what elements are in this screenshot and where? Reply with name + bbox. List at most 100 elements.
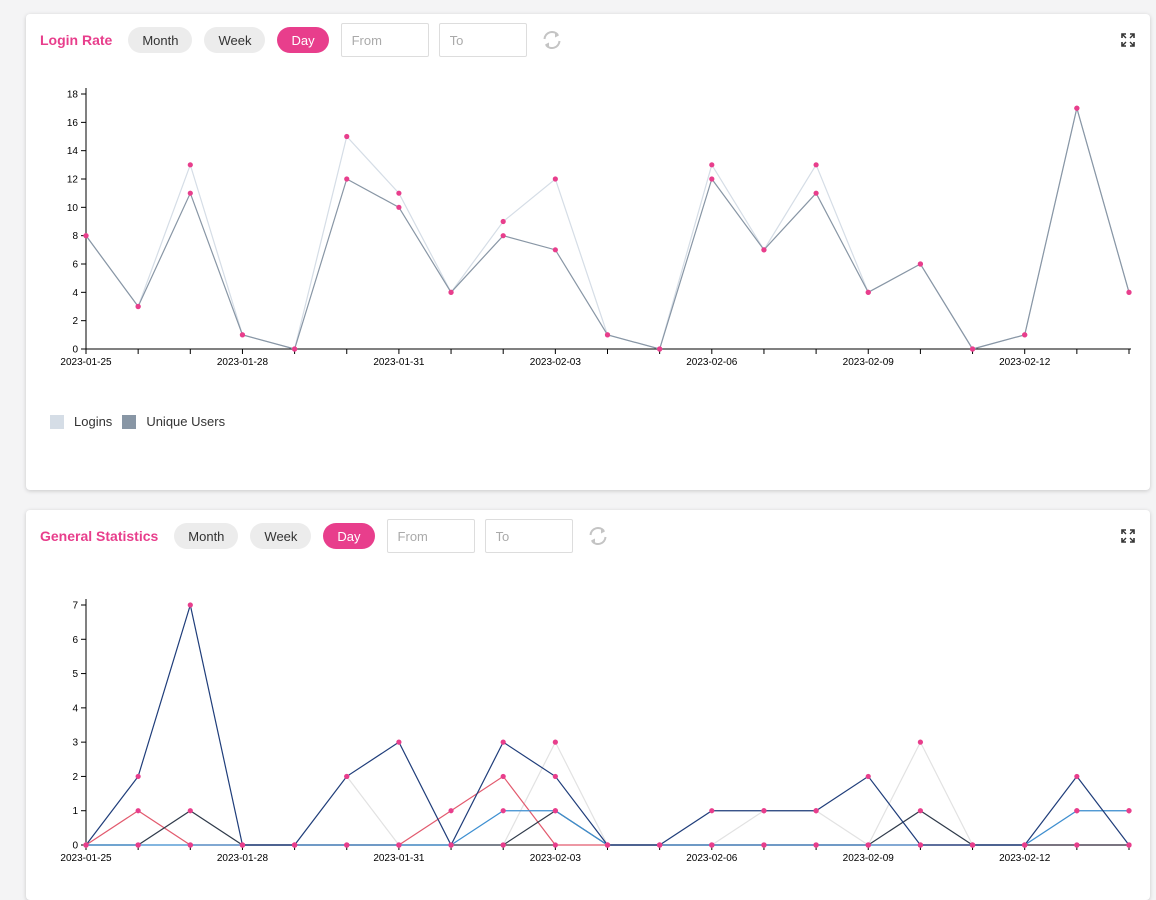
data-point[interactable] <box>83 233 89 239</box>
data-point[interactable] <box>813 190 819 196</box>
data-point[interactable] <box>709 842 715 848</box>
data-point[interactable] <box>917 808 924 814</box>
legend-item-logins[interactable]: Logins <box>50 414 112 429</box>
data-point[interactable] <box>448 808 454 814</box>
data-point[interactable] <box>500 739 506 745</box>
data-point[interactable] <box>448 842 454 848</box>
x-tick-label: 2023-01-28 <box>217 357 269 368</box>
data-point[interactable] <box>239 332 246 338</box>
login-rate-chart: 0 2 4 6 8 10 12 14 16 18 2023-01-25 2023-01-28 2023-… <box>60 88 1132 368</box>
data-point[interactable] <box>500 808 506 814</box>
data-point[interactable] <box>813 808 819 814</box>
y-tick-label: 10 <box>67 203 79 214</box>
data-point[interactable] <box>761 842 767 848</box>
y-tick-label: 6 <box>72 260 78 271</box>
data-point[interactable] <box>135 773 141 780</box>
data-point[interactable] <box>344 133 350 140</box>
data-point[interactable] <box>709 162 715 168</box>
data-point[interactable] <box>500 233 506 239</box>
legend-item-unique-users[interactable]: Unique Users <box>122 414 225 429</box>
data-point[interactable] <box>604 842 611 848</box>
data-point[interactable] <box>292 842 298 848</box>
range-week-button[interactable]: Week <box>250 523 312 549</box>
x-tick-label: 2023-02-09 <box>843 853 895 864</box>
data-point[interactable] <box>761 808 767 814</box>
data-point[interactable] <box>552 176 558 182</box>
data-point[interactable] <box>657 842 663 848</box>
series-line-0 <box>85 108 1130 350</box>
data-point[interactable] <box>813 162 819 168</box>
data-point[interactable] <box>187 808 193 814</box>
data-point[interactable] <box>709 176 715 182</box>
data-point[interactable] <box>500 218 506 225</box>
data-point[interactable] <box>135 808 141 814</box>
data-point[interactable] <box>344 773 350 780</box>
data-point[interactable] <box>813 842 819 848</box>
expand-icon[interactable] <box>1120 528 1136 544</box>
range-month-button[interactable]: Month <box>174 523 239 549</box>
data-point[interactable] <box>917 261 924 267</box>
data-point[interactable] <box>1126 808 1132 814</box>
data-point[interactable] <box>604 332 611 338</box>
data-point[interactable] <box>1074 842 1080 848</box>
data-point[interactable] <box>396 190 402 196</box>
data-point[interactable] <box>657 346 663 352</box>
data-point[interactable] <box>709 808 715 814</box>
data-point[interactable] <box>1126 842 1132 848</box>
y-tick-label: 4 <box>72 703 78 714</box>
data-point[interactable] <box>344 176 350 182</box>
data-point[interactable] <box>500 773 506 780</box>
data-point[interactable] <box>500 842 506 848</box>
data-point[interactable] <box>969 346 976 352</box>
data-point[interactable] <box>396 842 402 848</box>
data-point[interactable] <box>396 739 402 745</box>
data-point[interactable] <box>865 289 871 295</box>
from-date-input[interactable] <box>340 23 429 57</box>
x-tick-label: 2023-01-28 <box>217 853 269 864</box>
data-point[interactable] <box>187 190 193 196</box>
y-tick-label: 1 <box>72 806 78 817</box>
data-point[interactable] <box>552 247 558 253</box>
data-point[interactable] <box>187 162 193 168</box>
data-point[interactable] <box>344 842 350 848</box>
data-point[interactable] <box>1022 332 1028 338</box>
data-point[interactable] <box>396 204 402 210</box>
data-point[interactable] <box>1126 289 1132 295</box>
data-point[interactable] <box>83 842 89 848</box>
data-point[interactable] <box>552 773 558 780</box>
x-tick-label: 2023-02-06 <box>686 357 738 368</box>
data-point[interactable] <box>1074 808 1080 814</box>
range-week-button[interactable]: Week <box>204 27 266 53</box>
range-day-button[interactable]: Day <box>323 523 375 549</box>
to-date-input[interactable] <box>484 519 573 553</box>
data-point[interactable] <box>239 842 246 848</box>
data-point[interactable] <box>448 289 454 295</box>
data-point[interactable] <box>552 842 558 848</box>
to-date-input[interactable] <box>438 23 527 57</box>
data-point[interactable] <box>135 842 141 848</box>
data-point[interactable] <box>917 842 924 848</box>
data-point[interactable] <box>865 773 871 780</box>
x-tick-label: 2023-02-03 <box>530 357 582 368</box>
data-point[interactable] <box>292 346 298 352</box>
refresh-button[interactable] <box>585 523 611 549</box>
from-date-input[interactable] <box>386 519 475 553</box>
data-point[interactable] <box>187 602 193 608</box>
data-point[interactable] <box>1074 773 1080 780</box>
range-day-button[interactable]: Day <box>277 27 329 53</box>
y-tick-label: 16 <box>67 118 79 129</box>
data-point[interactable] <box>917 739 924 745</box>
data-point[interactable] <box>552 739 558 745</box>
data-point[interactable] <box>1022 842 1028 848</box>
data-point[interactable] <box>1074 105 1080 111</box>
data-point[interactable] <box>135 303 141 310</box>
data-point[interactable] <box>969 842 976 848</box>
refresh-button[interactable] <box>539 27 565 53</box>
data-point[interactable] <box>865 842 871 848</box>
data-point[interactable] <box>187 842 193 848</box>
data-point[interactable] <box>761 247 767 253</box>
y-tick-label: 0 <box>72 345 78 356</box>
range-month-button[interactable]: Month <box>128 27 193 53</box>
data-point[interactable] <box>552 808 558 814</box>
expand-icon[interactable] <box>1120 32 1136 48</box>
